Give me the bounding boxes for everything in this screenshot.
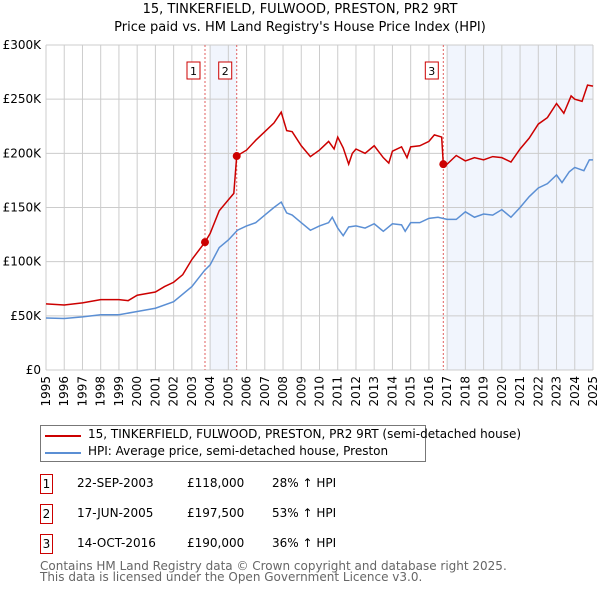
x-tick-label: 2007 <box>258 376 272 407</box>
x-tick-label: 2019 <box>477 376 491 407</box>
x-tick-label: 2009 <box>294 376 308 407</box>
x-tick-label: 2020 <box>495 376 509 407</box>
price-paid-line <box>45 84 594 306</box>
x-tick-label: 2011 <box>331 376 345 407</box>
sale-marker-number: 2 <box>222 65 229 78</box>
footer-line1: Contains HM Land Registry data © Crown c… <box>40 559 507 573</box>
y-tick-label: £200K <box>3 146 43 160</box>
sale-hpi-change: 53% ↑ HPI <box>272 506 337 520</box>
sale-point <box>439 160 448 169</box>
chart-title: 15, TINKERFIELD, FULWOOD, PRESTON, PR2 9… <box>142 2 458 17</box>
x-tick-label: 2025 <box>586 376 600 407</box>
x-tick-label: 1995 <box>39 376 53 407</box>
y-tick-label: £300K <box>3 38 43 52</box>
sale-marker-number: 1 <box>190 65 197 78</box>
x-tick-label: 2005 <box>221 376 235 407</box>
x-tick-label: 2006 <box>240 376 254 407</box>
sale-price: £197,500 <box>187 506 245 520</box>
sale-date: 17-JUN-2005 <box>77 506 154 520</box>
sale-point <box>232 152 241 161</box>
sale-date: 14-OCT-2016 <box>77 536 156 550</box>
x-tick-label: 2012 <box>349 376 363 407</box>
x-tick-label: 2004 <box>203 376 217 407</box>
y-tick-label: £0 <box>26 363 41 377</box>
y-tick-label: £100K <box>3 255 43 269</box>
legend-blue-label: HPI: Average price, semi-detached house,… <box>88 444 389 458</box>
sale-number-badge: 1 <box>40 474 53 494</box>
sale-point <box>200 238 209 247</box>
legend-red-swatch <box>45 435 81 437</box>
x-tick-label: 2001 <box>148 376 162 407</box>
x-tick-label: 2002 <box>167 376 181 407</box>
x-tick-label: 2008 <box>276 376 290 407</box>
x-tick-label: 2014 <box>385 376 399 407</box>
sale-marker-badge <box>186 61 201 80</box>
x-tick-label: 2021 <box>513 376 527 407</box>
x-tick-label: 2015 <box>404 376 418 407</box>
x-tick-label: 1997 <box>75 376 89 407</box>
sale-price: £118,000 <box>187 476 245 490</box>
chart-subtitle: Price paid vs. HM Land Registry's House … <box>114 20 486 35</box>
x-tick-label: 2003 <box>185 376 199 407</box>
x-tick-label: 1996 <box>57 376 71 407</box>
legend: 15, TINKERFIELD, FULWOOD, PRESTON, PR2 9… <box>40 425 521 462</box>
x-tick-label: 1999 <box>112 376 126 407</box>
x-tick-label: 2013 <box>367 376 381 407</box>
footer-line2: This data is licensed under the Open Gov… <box>40 570 423 584</box>
x-tick-label: 2018 <box>458 376 472 407</box>
chart-plot: 1995 1996 1997 1998 1999 2000 2001 2002 2003 2004… <box>3 38 600 407</box>
x-tick-label: 2017 <box>440 376 454 407</box>
sale-marker-number: 3 <box>428 65 435 78</box>
sale-hpi-change: 36% ↑ HPI <box>272 536 337 550</box>
legend-blue-swatch <box>45 452 81 454</box>
x-tick-label: 2010 <box>313 376 327 407</box>
sale-number-badge: 2 <box>40 504 53 524</box>
x-tick-label: 2022 <box>531 376 545 407</box>
x-tick-label: 2000 <box>130 376 144 407</box>
x-tick-label: 2024 <box>568 376 582 407</box>
sale-marker-badge <box>424 61 439 80</box>
y-tick-label: £50K <box>10 309 42 323</box>
sale-marker-badge <box>218 61 233 80</box>
hpi-line <box>45 159 593 320</box>
sale-number-badge: 3 <box>40 534 53 554</box>
x-tick-label: 2016 <box>422 376 436 407</box>
legend-red-label: 15, TINKERFIELD, FULWOOD, PRESTON, PR2 9… <box>88 427 522 441</box>
y-tick-label: £150K <box>3 201 43 215</box>
y-tick-label: £250K <box>3 92 43 106</box>
sale-date: 22-SEP-2003 <box>77 476 154 490</box>
x-tick-label: 2023 <box>550 376 564 407</box>
sale-hpi-change: 28% ↑ HPI <box>272 476 337 490</box>
x-tick-label: 1998 <box>94 376 108 407</box>
sale-price: £190,000 <box>187 536 245 550</box>
